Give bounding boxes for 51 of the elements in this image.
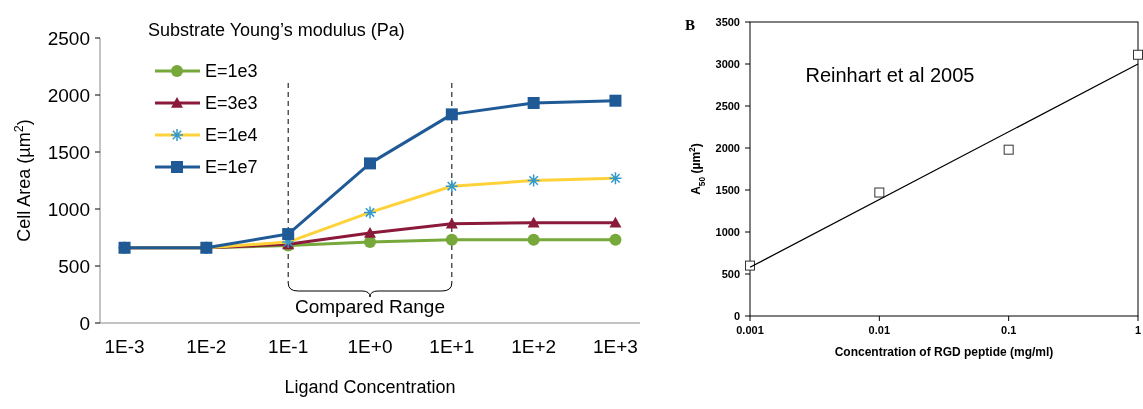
y-tick-label: 2500 bbox=[715, 99, 740, 112]
x-tick-label: 1E+0 bbox=[347, 336, 393, 357]
y-tick-label: 2500 bbox=[47, 27, 90, 49]
y-tick-label: 2000 bbox=[715, 141, 740, 154]
y-tick-label: 1500 bbox=[47, 141, 90, 163]
x-axis-title: Concentration of RGD peptide (mg/ml) bbox=[834, 345, 1054, 359]
legend-label: E=1e3 bbox=[205, 61, 258, 82]
x-tick-label: 1 bbox=[1134, 324, 1142, 336]
legend-label: E=1e7 bbox=[205, 157, 258, 178]
point bbox=[364, 157, 376, 170]
text: B bbox=[685, 17, 696, 33]
y-tick-label: 0 bbox=[79, 312, 90, 334]
x-tick-label: 1E+2 bbox=[511, 336, 557, 357]
y-tick-label: 1000 bbox=[715, 225, 740, 238]
annotation: Reinhart et al 2005 bbox=[805, 64, 975, 86]
x-tick-label: 1E-1 bbox=[268, 336, 309, 357]
x-axis-title: Ligand Concentration bbox=[284, 377, 456, 397]
point bbox=[745, 260, 755, 271]
legend-label: E=3e3 bbox=[205, 93, 258, 114]
point bbox=[445, 217, 458, 229]
point bbox=[445, 233, 458, 246]
y-tick-label: 2000 bbox=[47, 84, 90, 106]
y-tick-label: 1000 bbox=[47, 198, 90, 220]
annotation: Compared Range bbox=[295, 296, 445, 317]
x-tick-label: 1E+1 bbox=[429, 336, 475, 357]
x-tick-label: 1E-2 bbox=[186, 336, 227, 357]
y-tick-label: 0 bbox=[733, 309, 740, 322]
point bbox=[445, 108, 458, 121]
y-tick-label: 1500 bbox=[715, 183, 740, 196]
legend-label: E=1e4 bbox=[205, 125, 258, 146]
point bbox=[527, 233, 540, 246]
point bbox=[874, 187, 885, 198]
point bbox=[609, 94, 622, 107]
y-tick-label: 500 bbox=[58, 255, 90, 277]
point bbox=[609, 216, 622, 228]
x-tick-label: 0.1 bbox=[1001, 324, 1017, 336]
y-tick-label: 3000 bbox=[715, 57, 740, 70]
point bbox=[609, 233, 622, 246]
x-tick-label: 1E-3 bbox=[104, 336, 145, 357]
legend-title: Substrate Young’s modulus (Pa) bbox=[148, 20, 405, 40]
point bbox=[527, 96, 540, 109]
x-tick-label: 0.01 bbox=[868, 324, 891, 336]
point bbox=[364, 226, 376, 238]
x-tick-label: 0.001 bbox=[736, 324, 764, 336]
point bbox=[527, 216, 540, 228]
point bbox=[1003, 144, 1014, 155]
y-tick-label: 3500 bbox=[715, 15, 740, 28]
point bbox=[282, 228, 295, 241]
y-tick-label: 500 bbox=[721, 267, 740, 280]
x-tick-label: 1E+3 bbox=[593, 336, 638, 357]
point bbox=[1133, 49, 1143, 60]
